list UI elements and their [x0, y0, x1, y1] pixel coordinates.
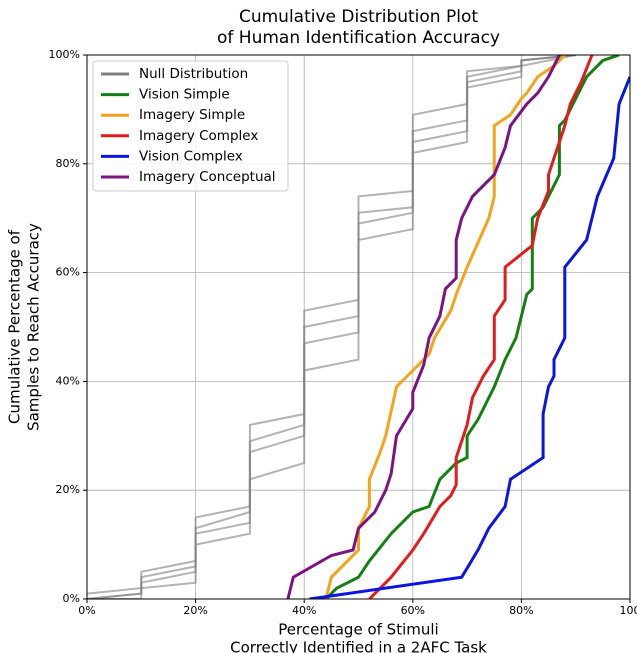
series-line: [324, 55, 620, 599]
x-tick-label: 60%: [401, 604, 425, 617]
x-tick-label: 80%: [509, 604, 533, 617]
legend-label: Vision Complex: [139, 148, 243, 164]
y-tick-label: 40%: [56, 374, 80, 387]
y-tick-label: 60%: [56, 266, 80, 279]
chart-title: of Human Identification Accuracy: [217, 28, 500, 48]
x-tick-label: 100: [620, 604, 637, 617]
series-line: [87, 55, 576, 599]
legend-label: Imagery Conceptual: [139, 169, 276, 185]
x-tick-label: 40%: [292, 604, 316, 617]
legend-label: Vision Simple: [139, 87, 230, 103]
legend-label: Null Distribution: [139, 66, 248, 82]
y-axis-label: Cumulative Percentage of: [6, 229, 24, 424]
x-axis-label: Percentage of Stimuli: [278, 621, 438, 639]
y-tick-label: 80%: [56, 157, 80, 170]
y-tick-label: 20%: [56, 483, 80, 496]
legend-box: [92, 60, 289, 192]
x-tick-label: 0%: [78, 604, 95, 617]
series-line: [87, 55, 576, 595]
series-line: [368, 55, 594, 599]
legend-label: Imagery Simple: [139, 107, 245, 123]
x-tick-label: 20%: [183, 604, 207, 617]
series-line: [286, 55, 561, 599]
chart-title: Cumulative Distribution Plot: [239, 7, 478, 27]
x-axis-label: Correctly Identified in a 2AFC Task: [230, 639, 487, 653]
series-line: [87, 55, 576, 599]
plot-frame: [86, 54, 631, 600]
legend-label: Imagery Complex: [139, 128, 258, 144]
y-axis-label: Samples to Reach Accuracy: [25, 223, 43, 431]
series-line: [87, 55, 576, 599]
y-tick-label: 0%: [63, 592, 80, 605]
series-line: [309, 76, 630, 599]
y-tick-label: 100%: [49, 48, 80, 61]
series-line: [324, 55, 566, 599]
